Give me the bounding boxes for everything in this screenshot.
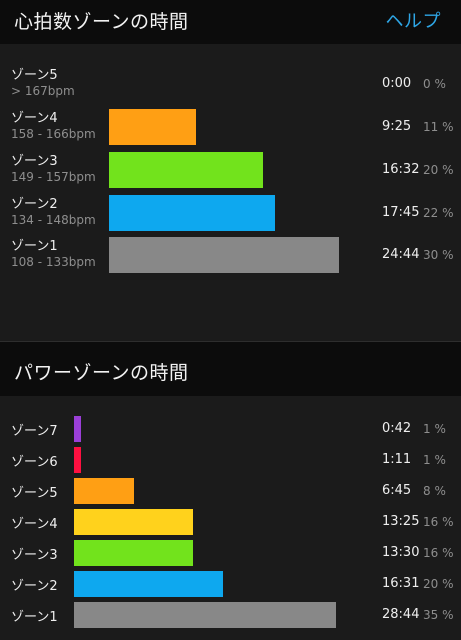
- power-zone-row: ゾーン3 13:30 16 %: [0, 540, 461, 568]
- zone-bpm-range: > 167bpm: [11, 84, 75, 98]
- zone-percentage: 20 %: [423, 163, 454, 177]
- power-zones-panel: ゾーン7 0:42 1 % ゾーン6 1:11 1 % ゾーン5 6:45 8 % ゾーン4 13:…: [0, 396, 461, 640]
- zone-percentage: 16 %: [423, 546, 454, 560]
- zone-time-bar: [74, 602, 336, 628]
- power-zone-row: ゾーン2 16:31 20 %: [0, 571, 461, 599]
- power-zone-row: ゾーン4 13:25 16 %: [0, 509, 461, 537]
- zone-name: ゾーン4: [11, 111, 58, 126]
- zone-time-bar: [74, 416, 81, 442]
- zone-time-bar: [74, 509, 193, 535]
- zone-percentage: 30 %: [423, 248, 454, 262]
- zone-duration: 17:45: [382, 205, 420, 220]
- zone-duration: 24:44: [382, 247, 420, 262]
- zone-time-bar: [109, 237, 339, 273]
- zone-name: ゾーン4: [11, 517, 58, 532]
- zone-duration: 0:00: [382, 76, 412, 91]
- zone-duration: 13:30: [382, 545, 420, 560]
- power-header: パワーゾーンの時間: [0, 341, 461, 396]
- zone-percentage: 35 %: [423, 608, 454, 622]
- zone-time-bar: [74, 571, 223, 597]
- zone-name: ゾーン1: [11, 610, 58, 625]
- power-zone-row: ゾーン7 0:42 1 %: [0, 416, 461, 444]
- zone-time-bar: [74, 447, 81, 473]
- zone-name: ゾーン2: [11, 197, 58, 212]
- heart-rate-header: 心拍数ゾーンの時間 ヘルプ: [0, 0, 461, 44]
- zone-percentage: 11 %: [423, 120, 454, 134]
- zone-duration: 0:42: [382, 421, 412, 436]
- heart-rate-zone-row: ゾーン5 > 167bpm 0:00 0 %: [0, 64, 461, 106]
- zone-duration: 28:44: [382, 607, 420, 622]
- zone-bpm-range: 108 - 133bpm: [11, 255, 96, 269]
- zone-name: ゾーン3: [11, 548, 58, 563]
- zone-percentage: 22 %: [423, 206, 454, 220]
- help-link[interactable]: ヘルプ: [385, 11, 441, 32]
- power-zone-row: ゾーン1 28:44 35 %: [0, 602, 461, 630]
- zone-name: ゾーン6: [11, 455, 58, 470]
- zone-name: ゾーン5: [11, 486, 58, 501]
- heart-rate-zones-panel: ゾーン5 > 167bpm 0:00 0 % ゾーン4 158 - 166bpm 9:25 1…: [0, 44, 461, 341]
- zone-time-bar: [109, 109, 196, 145]
- zone-duration: 9:25: [382, 119, 412, 134]
- zone-percentage: 20 %: [423, 577, 454, 591]
- power-zone-row: ゾーン6 1:11 1 %: [0, 447, 461, 475]
- zone-name: ゾーン2: [11, 579, 58, 594]
- zone-duration: 16:31: [382, 576, 420, 591]
- zone-time-bar: [74, 478, 134, 504]
- heart-rate-zone-row: ゾーン2 134 - 148bpm 17:45 22 %: [0, 193, 461, 235]
- zone-time-bar: [109, 195, 275, 231]
- zone-percentage: 8 %: [423, 484, 446, 498]
- zone-time-bar: [74, 540, 193, 566]
- zone-percentage: 0 %: [423, 77, 446, 91]
- power-zone-row: ゾーン5 6:45 8 %: [0, 478, 461, 506]
- zone-name: ゾーン5: [11, 68, 58, 83]
- zone-percentage: 16 %: [423, 515, 454, 529]
- zone-duration: 16:32: [382, 162, 420, 177]
- heart-rate-zone-row: ゾーン4 158 - 166bpm 9:25 11 %: [0, 107, 461, 149]
- zone-duration: 13:25: [382, 514, 420, 529]
- zone-duration: 1:11: [382, 452, 412, 467]
- zone-name: ゾーン1: [11, 239, 58, 254]
- zone-bpm-range: 134 - 148bpm: [11, 213, 96, 227]
- zone-duration: 6:45: [382, 483, 412, 498]
- zone-name: ゾーン7: [11, 424, 58, 439]
- heart-rate-zone-row: ゾーン3 149 - 157bpm 16:32 20 %: [0, 150, 461, 192]
- power-section-title: パワーゾーンの時間: [14, 362, 189, 384]
- zone-percentage: 1 %: [423, 422, 446, 436]
- zone-percentage: 1 %: [423, 453, 446, 467]
- zone-name: ゾーン3: [11, 154, 58, 169]
- zone-bpm-range: 149 - 157bpm: [11, 170, 96, 184]
- heart-rate-zone-row: ゾーン1 108 - 133bpm 24:44 30 %: [0, 235, 461, 277]
- zone-bpm-range: 158 - 166bpm: [11, 127, 96, 141]
- heart-rate-section-title: 心拍数ゾーンの時間: [14, 11, 189, 33]
- zone-time-bar: [109, 152, 263, 188]
